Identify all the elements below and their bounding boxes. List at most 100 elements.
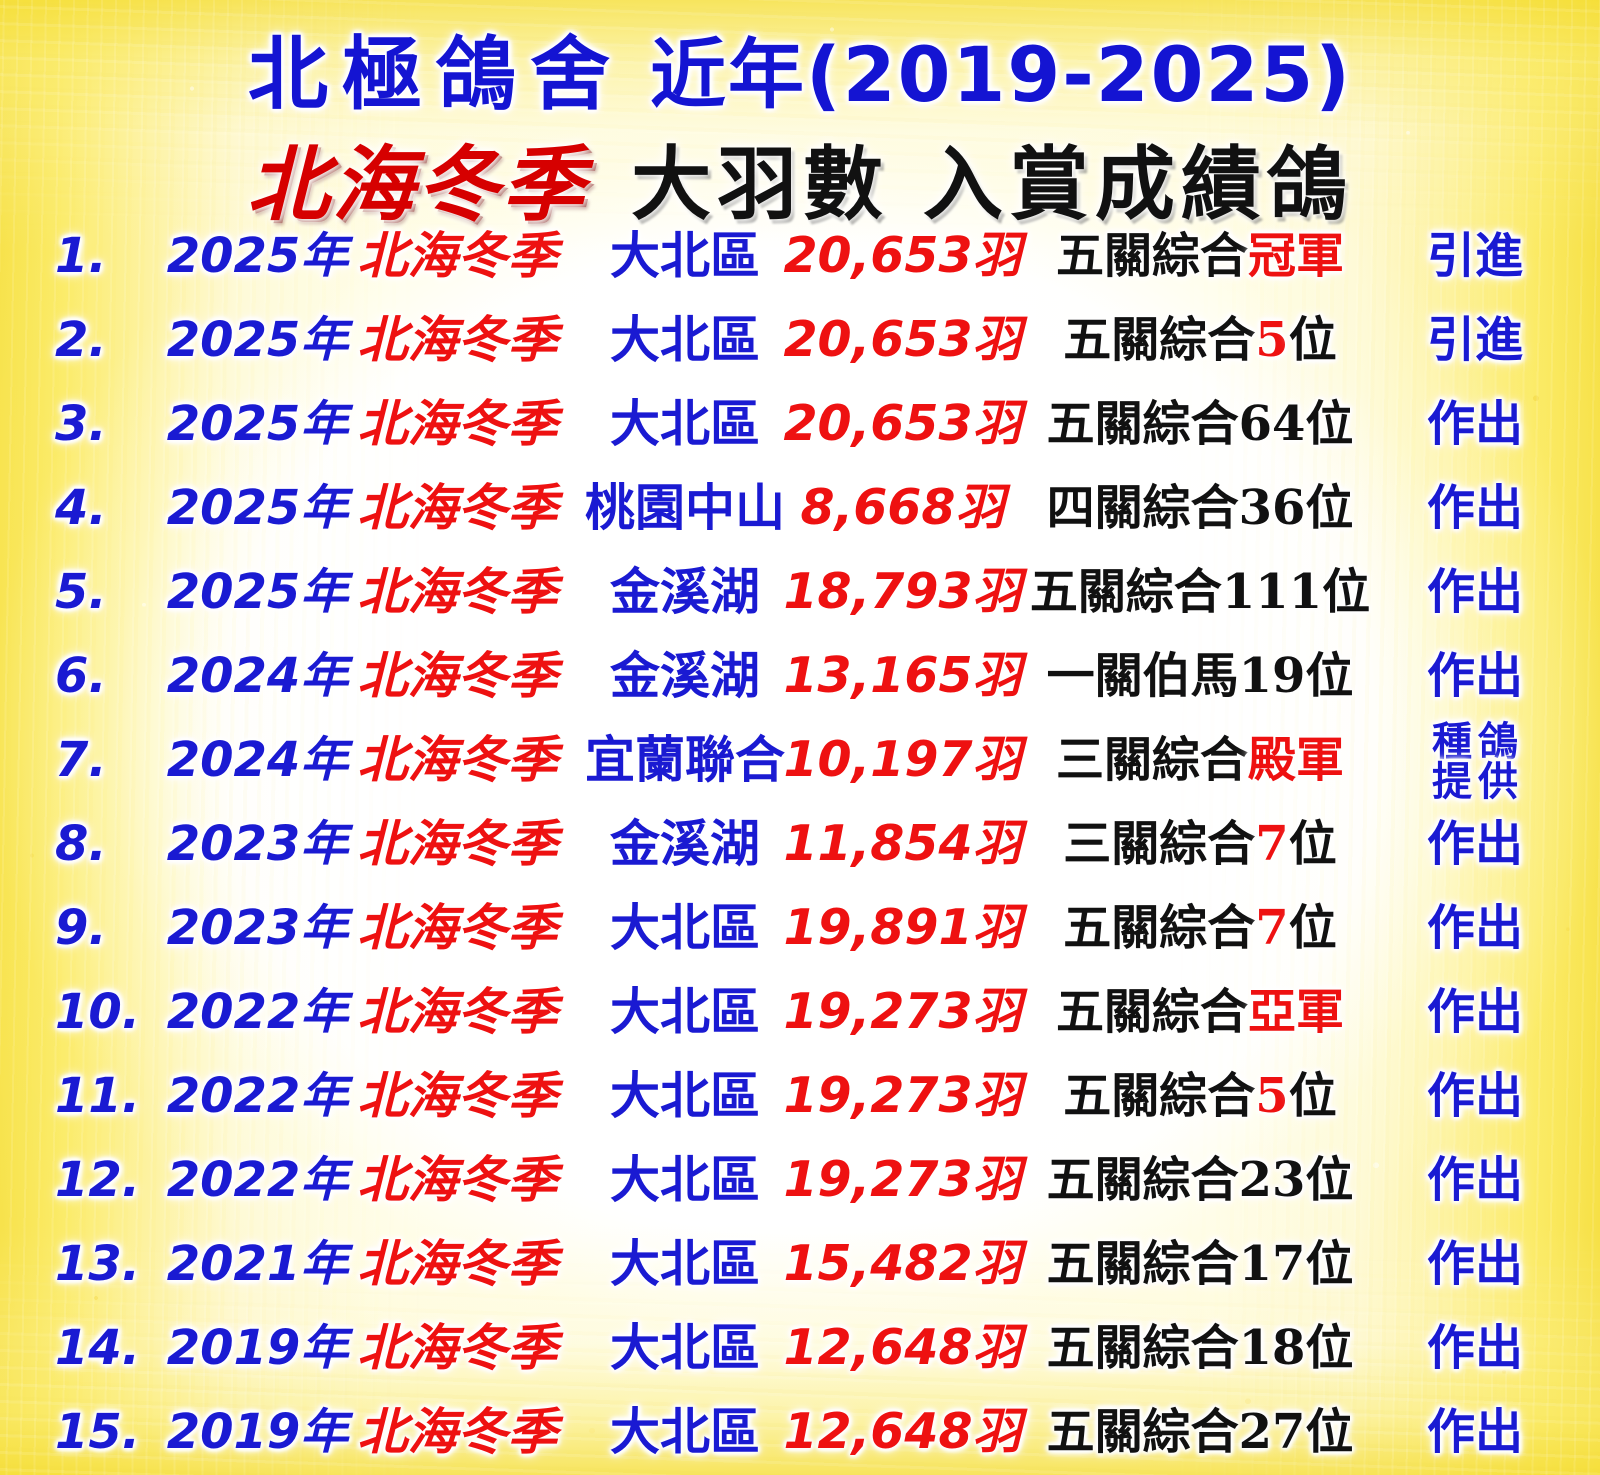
table-row: 1. 2025年 北海冬季 大北區 20,653羽 五關綜合冠軍 引進 xyxy=(0,214,1600,298)
row-index: 3. xyxy=(55,396,107,452)
row-year: 2025年 xyxy=(166,480,349,536)
row-count: 19,273羽 xyxy=(783,1151,1022,1208)
row-club: 大北區 xyxy=(610,898,760,957)
row-season: 北海冬季 xyxy=(357,898,558,957)
row-note: 作出 xyxy=(1426,1404,1523,1460)
row-index: 9. xyxy=(55,900,107,956)
row-note: 作出 xyxy=(1426,564,1523,620)
row-result: 五關綜合64位 xyxy=(1025,382,1375,466)
row-result-rank: 殿軍 xyxy=(1248,732,1345,788)
row-note: 作出 xyxy=(1426,1068,1523,1124)
table-row: 4. 2025年 北海冬季 桃園中山 8,668羽 四關綜合36位 作出 xyxy=(0,466,1600,550)
row-index: 7. xyxy=(55,732,107,788)
row-club: 金溪湖 xyxy=(610,646,760,705)
row-result-rank: 5 xyxy=(1255,312,1289,368)
row-index: 11. xyxy=(55,1068,141,1124)
row-result-rank: 亞軍 xyxy=(1248,984,1345,1040)
table-row: 5. 2025年 北海冬季 金溪湖 18,793羽 五關綜合111位 作出 xyxy=(0,550,1600,634)
row-note: 作出 xyxy=(1426,900,1523,956)
row-result-text: 五關綜合 xyxy=(1063,900,1256,956)
row-note-glyph: 提 xyxy=(1432,758,1472,805)
row-year: 2019年 xyxy=(166,1404,349,1460)
table-row: 14. 2019年 北海冬季 大北區 12,648羽 五關綜合18位 作出 xyxy=(0,1306,1600,1390)
row-result: 五關綜合111位 xyxy=(1025,550,1375,634)
title-line-1: 北極鴿舍 近年(2019-2025) xyxy=(0,10,1600,126)
row-count: 13,165羽 xyxy=(783,647,1022,704)
table-row: 6. 2024年 北海冬季 金溪湖 13,165羽 一關伯馬19位 作出 xyxy=(0,634,1600,718)
row-year: 2019年 xyxy=(166,1320,349,1376)
row-index: 14. xyxy=(55,1320,141,1376)
row-result: 四關綜合36位 xyxy=(1025,466,1375,550)
row-note-glyph: 供 xyxy=(1478,758,1518,805)
row-index: 12. xyxy=(55,1152,141,1208)
row-index: 5. xyxy=(55,564,107,620)
row-count: 8,668羽 xyxy=(800,479,1005,536)
row-year: 2022年 xyxy=(166,1152,349,1208)
row-result-text: 五關綜合23位 xyxy=(1046,1152,1354,1208)
table-row: 8. 2023年 北海冬季 金溪湖 11,854羽 三關綜合7位 作出 xyxy=(0,802,1600,886)
row-result-rank: 7 xyxy=(1255,816,1289,872)
row-note: 作出 xyxy=(1426,816,1523,872)
row-result: 三關綜合殿軍 xyxy=(1025,718,1375,802)
row-note: 作出 xyxy=(1426,1320,1523,1376)
row-result-text: 五關綜合17位 xyxy=(1046,1236,1354,1292)
table-row: 11. 2022年 北海冬季 大北區 19,273羽 五關綜合5位 作出 xyxy=(0,1054,1600,1138)
row-season: 北海冬季 xyxy=(357,310,558,369)
row-club: 大北區 xyxy=(610,982,760,1041)
table-row: 15. 2019年 北海冬季 大北區 12,648羽 五關綜合27位 作出 xyxy=(0,1390,1600,1474)
table-row: 9. 2023年 北海冬季 大北區 19,891羽 五關綜合7位 作出 xyxy=(0,886,1600,970)
row-result: 五關綜合18位 xyxy=(1025,1306,1375,1390)
row-count: 19,273羽 xyxy=(783,1067,1022,1124)
row-index: 2. xyxy=(55,312,107,368)
row-note: 作出 xyxy=(1426,396,1523,452)
row-season: 北海冬季 xyxy=(357,478,558,537)
row-year: 2024年 xyxy=(166,732,349,788)
row-result: 五關綜合27位 xyxy=(1025,1390,1375,1474)
row-note: 作出 xyxy=(1426,480,1523,536)
row-count: 20,653羽 xyxy=(783,311,1022,368)
row-club: 大北區 xyxy=(610,1318,760,1377)
row-result-suffix: 位 xyxy=(1288,900,1337,956)
row-year: 2025年 xyxy=(166,228,349,284)
row-note-vertical: 種提鴿供 xyxy=(1375,718,1575,806)
row-year: 2024年 xyxy=(166,648,349,704)
row-result-text: 五關綜合111位 xyxy=(1029,564,1371,620)
row-count: 10,197羽 xyxy=(783,731,1022,788)
row-result: 五關綜合5位 xyxy=(1025,1054,1375,1138)
row-index: 13. xyxy=(55,1236,141,1292)
row-index: 6. xyxy=(55,648,107,704)
table-row: 7. 2024年 北海冬季 宜蘭聯合 10,197羽 三關綜合殿軍種提鴿供 xyxy=(0,718,1600,802)
row-count: 12,648羽 xyxy=(783,1403,1022,1460)
row-result-rank: 7 xyxy=(1255,900,1289,956)
results-list: 1. 2025年 北海冬季 大北區 20,653羽 五關綜合冠軍 引進 2. 2025年 北海冬季… xyxy=(0,214,1600,1474)
row-note-glyph: 種 xyxy=(1432,718,1472,765)
row-club: 桃園中山 xyxy=(585,478,785,537)
row-note-column: 鴿供 xyxy=(1478,722,1518,802)
row-result-text: 四關綜合36位 xyxy=(1046,480,1354,536)
row-season: 北海冬季 xyxy=(357,562,558,621)
row-note-column: 種提 xyxy=(1432,722,1472,802)
row-club: 大北區 xyxy=(610,1234,760,1293)
row-season: 北海冬季 xyxy=(357,226,558,285)
row-club: 大北區 xyxy=(610,1150,760,1209)
year-range: 近年(2019-2025) xyxy=(649,30,1353,119)
loft-name: 北極鴿舍 xyxy=(247,27,624,121)
row-result: 五關綜合冠軍 xyxy=(1025,214,1375,298)
row-result-text: 五關綜合64位 xyxy=(1046,396,1354,452)
row-count: 20,653羽 xyxy=(783,395,1022,452)
table-row: 3. 2025年 北海冬季 大北區 20,653羽 五關綜合64位 作出 xyxy=(0,382,1600,466)
table-row: 13. 2021年 北海冬季 大北區 15,482羽 五關綜合17位 作出 xyxy=(0,1222,1600,1306)
table-row: 12. 2022年 北海冬季 大北區 19,273羽 五關綜合23位 作出 xyxy=(0,1138,1600,1222)
row-count: 12,648羽 xyxy=(783,1319,1022,1376)
row-result: 五關綜合23位 xyxy=(1025,1138,1375,1222)
row-result-suffix: 位 xyxy=(1288,312,1337,368)
row-count: 20,653羽 xyxy=(783,227,1022,284)
row-year: 2025年 xyxy=(166,312,349,368)
row-note: 作出 xyxy=(1426,1152,1523,1208)
row-result-suffix: 位 xyxy=(1288,1068,1337,1124)
row-year: 2021年 xyxy=(166,1236,349,1292)
row-result-text: 五關綜合 xyxy=(1055,984,1248,1040)
row-club: 宜蘭聯合 xyxy=(585,730,785,789)
row-count: 19,891羽 xyxy=(783,899,1022,956)
row-year: 2022年 xyxy=(166,1068,349,1124)
